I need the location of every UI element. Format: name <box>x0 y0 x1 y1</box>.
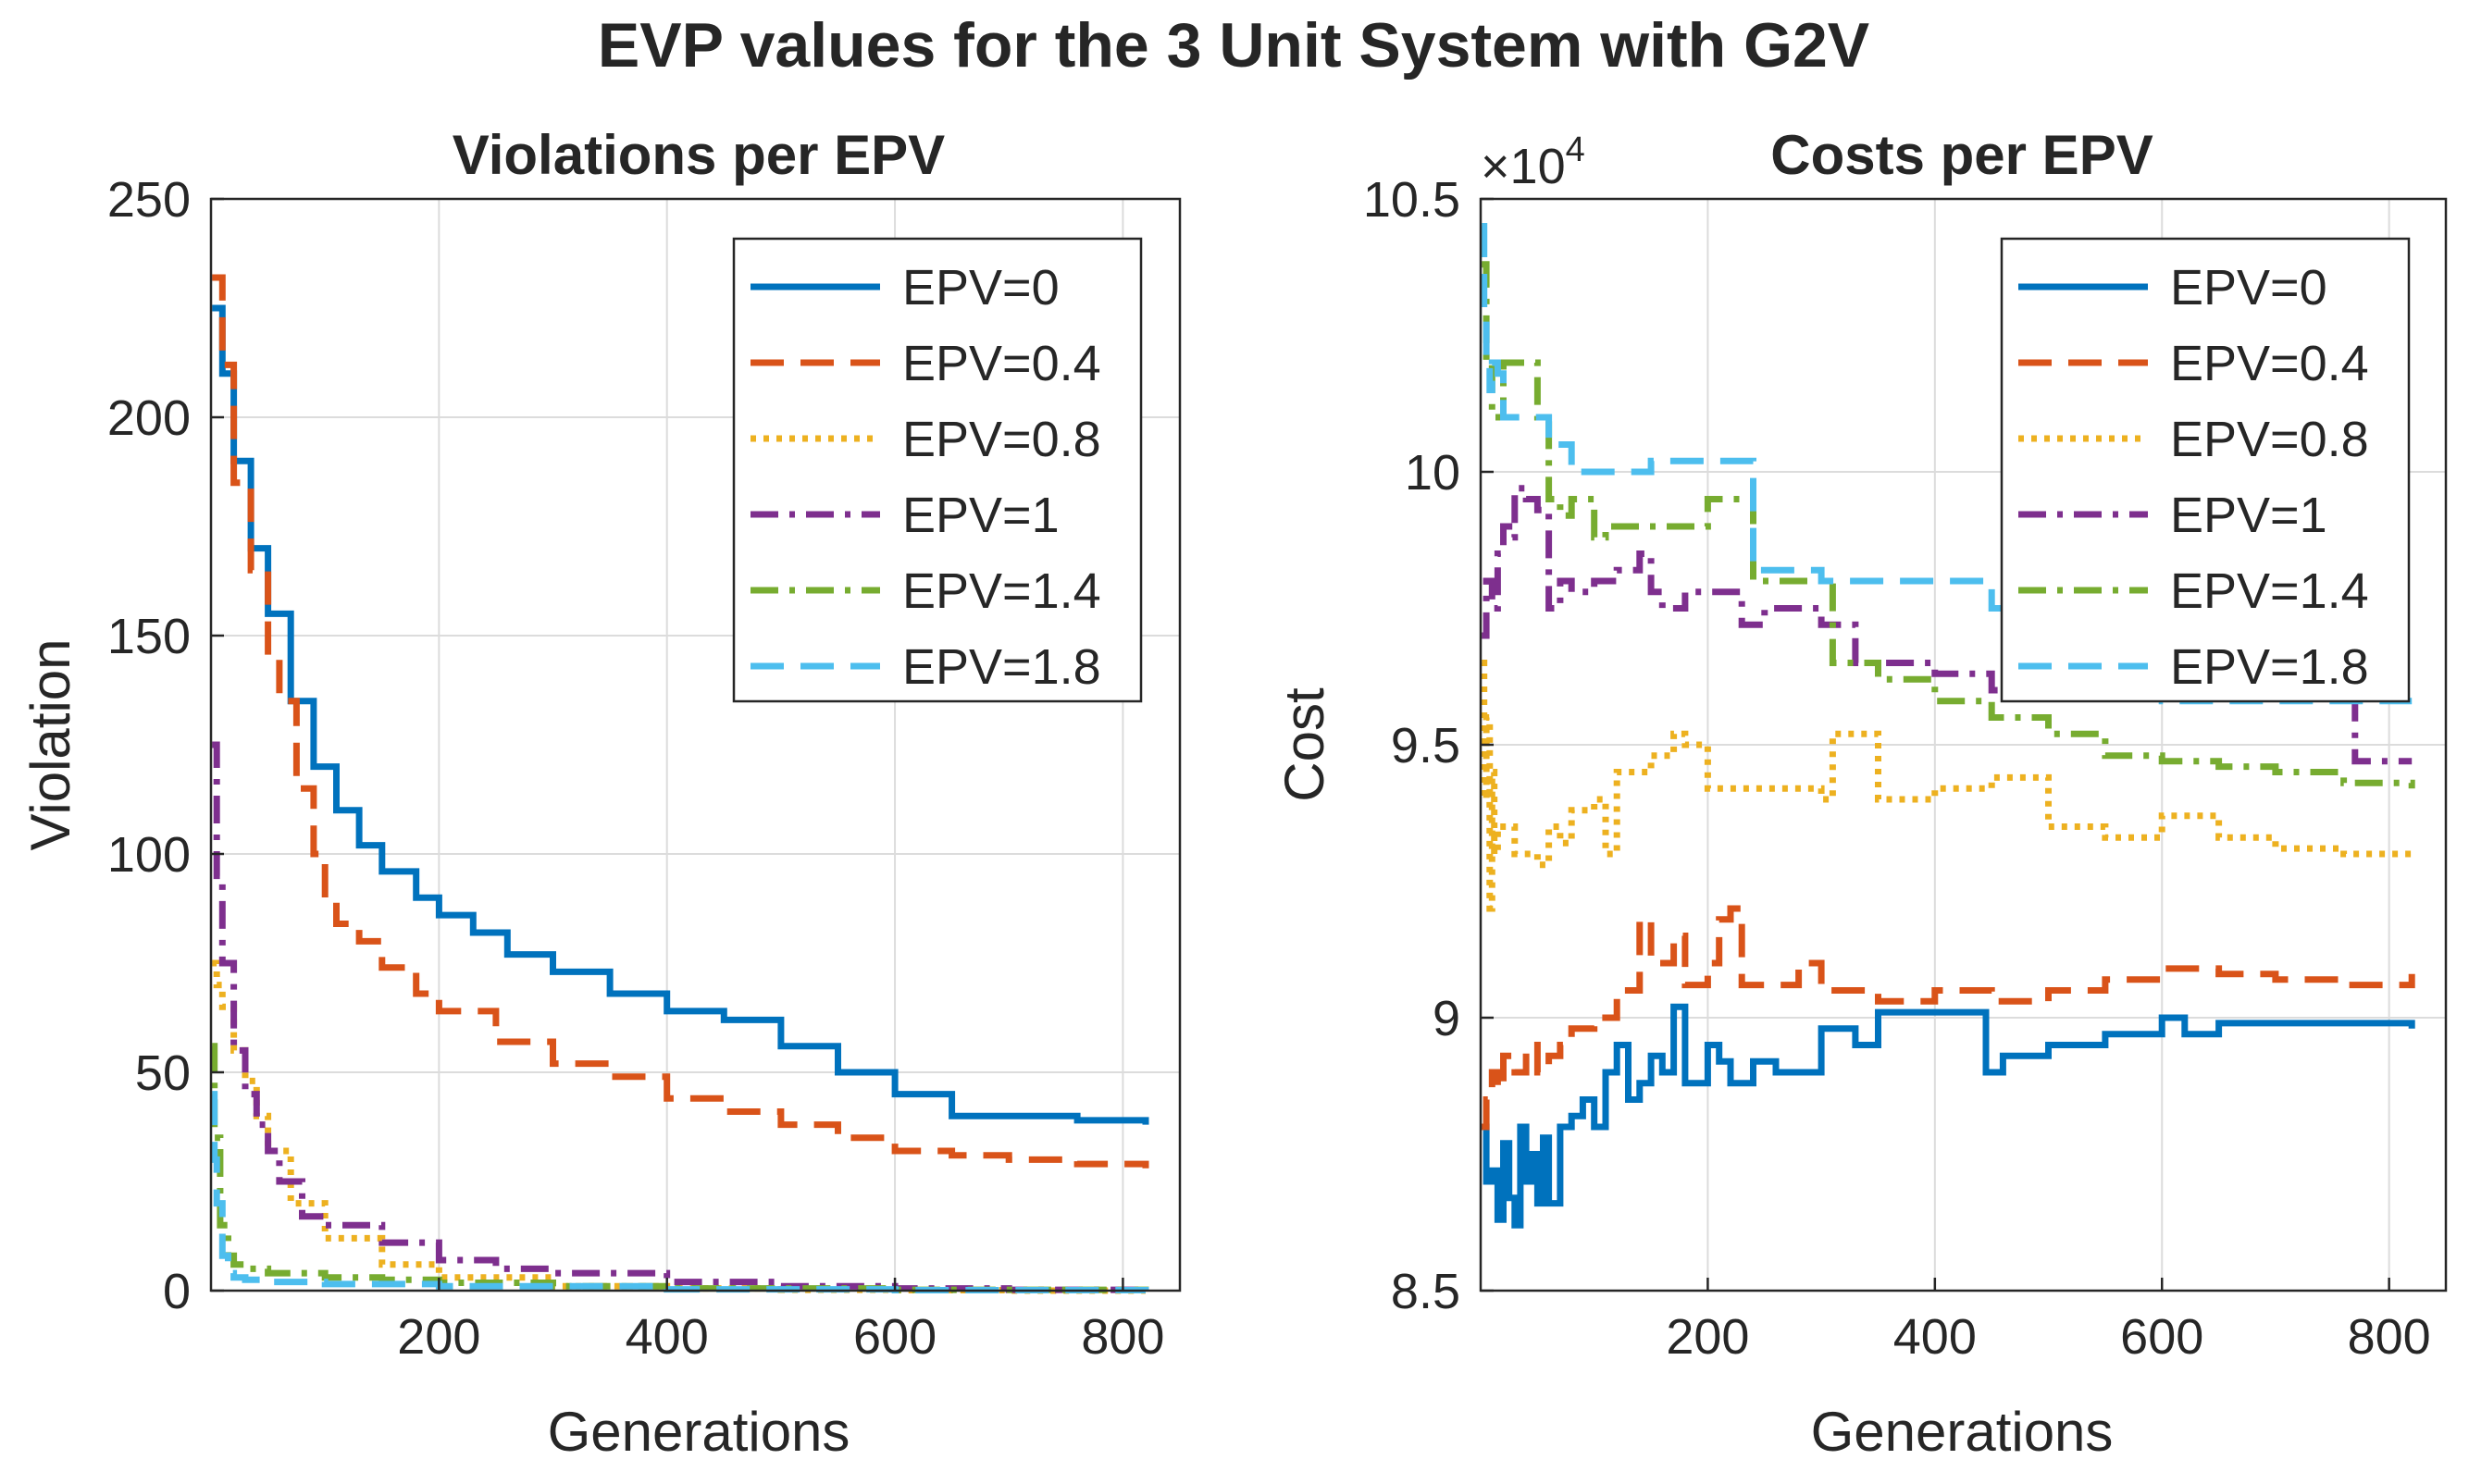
costs-ytick-label: 9 <box>1433 991 1460 1046</box>
violations-axes-box <box>209 197 1182 1292</box>
costs-series-epv-0-4 <box>1482 905 2415 1131</box>
costs-xtick-label: 200 <box>1666 1309 1749 1365</box>
violations-xlabel: Generations <box>548 1401 850 1463</box>
violations-series-epv-1-4 <box>211 1043 1149 1293</box>
costs-xtick-label: 800 <box>2348 1309 2431 1365</box>
costs-legend-label: EPV=1 <box>2170 488 2327 543</box>
costs-ylabel: Cost <box>1273 687 1335 802</box>
costs-series-epv-1 <box>1482 485 2413 765</box>
violations-legend-label: EPV=1.8 <box>902 639 1101 695</box>
violations-ytick-label: 50 <box>135 1045 191 1101</box>
violations-ylabel: Violation <box>19 638 81 850</box>
costs-legend: EPV=0 EPV=0.4 EPV=0.8 EPV=1 EPV=1.4 EPV=1.8 <box>2000 237 2411 703</box>
violations-ytick-label: 0 <box>163 1264 191 1319</box>
violations-ytick-label: 100 <box>107 827 191 883</box>
costs-legend-label: EPV=1.4 <box>2170 563 2369 619</box>
violations-xtick-label: 800 <box>1081 1309 1164 1365</box>
violations-legend-box <box>732 237 1143 703</box>
violations-legend-label: EPV=1.4 <box>902 563 1101 619</box>
violations-ytick-label: 150 <box>107 609 191 664</box>
costs-ytick-label: 9.5 <box>1391 718 1460 773</box>
violations-legend-label: EPV=1 <box>902 488 1060 543</box>
violations-legend-label: EPV=0.4 <box>902 336 1101 391</box>
costs-panel: Costs per EPV 200 400 600 8008.599.51010.5 … <box>1273 124 2448 1463</box>
costs-xtick-label: 400 <box>1893 1309 1977 1365</box>
violations-title: Violations per EPV <box>453 124 945 186</box>
costs-title: Costs per EPV <box>1770 124 2153 186</box>
violations-series-epv-1 <box>212 741 1149 1293</box>
violations-legend-label: EPV=0 <box>902 260 1060 315</box>
costs-legend-label: EPV=0.8 <box>2170 412 2369 467</box>
costs-ytick-label: 8.5 <box>1391 1264 1460 1319</box>
costs-legend-label: EPV=0.4 <box>2170 336 2369 391</box>
violations-xtick-label: 600 <box>853 1309 937 1365</box>
costs-xlabel: Generations <box>1811 1401 2114 1463</box>
costs-ytick-label: 10 <box>1405 445 1460 501</box>
costs-legend-box <box>2000 237 2411 703</box>
figure-title: EVP values for the 3 Unit System with G2… <box>598 10 1869 80</box>
violations-xtick-label: 200 <box>397 1309 480 1365</box>
violations-series-epv-1-8 <box>211 1091 1149 1293</box>
costs-xtick-label: 600 <box>2120 1309 2203 1365</box>
costs-multiplier-exp: 4 <box>1566 130 1585 169</box>
costs-ticks: 200 400 600 800 8.5 9 9.5 10 10.5 <box>1363 172 2431 1365</box>
costs-multiplier: ×104 <box>1481 130 1585 194</box>
costs-series-epv-0-8 <box>1481 660 2415 912</box>
violations-legend: EPV=0 EPV=0.4 EPV=0.8 EPV=1 EPV=1.4 EPV=1.8 <box>732 237 1143 703</box>
costs-multiplier-base: ×10 <box>1481 139 1566 194</box>
costs-series-epv-0 <box>1482 1003 2415 1229</box>
violations-ytick-label: 200 <box>107 390 191 446</box>
violations-ytick-label: 250 <box>107 172 191 228</box>
costs-legend-label: EPV=0 <box>2170 260 2327 315</box>
violations-legend-label: EPV=0.8 <box>902 412 1101 467</box>
violations-panel: Violations per EPV 200 400 600 800 0 50 100 150… <box>19 124 1182 1463</box>
violations-ticks: 200 400 600 800 0 50 100 150 200 250 <box>107 172 1165 1365</box>
costs-ytick-label: 10.5 <box>1363 172 1460 228</box>
violations-series-epv-0-4 <box>212 274 1149 1169</box>
violations-xtick-label: 400 <box>626 1309 709 1365</box>
costs-legend-label: EPV=1.8 <box>2170 639 2369 695</box>
